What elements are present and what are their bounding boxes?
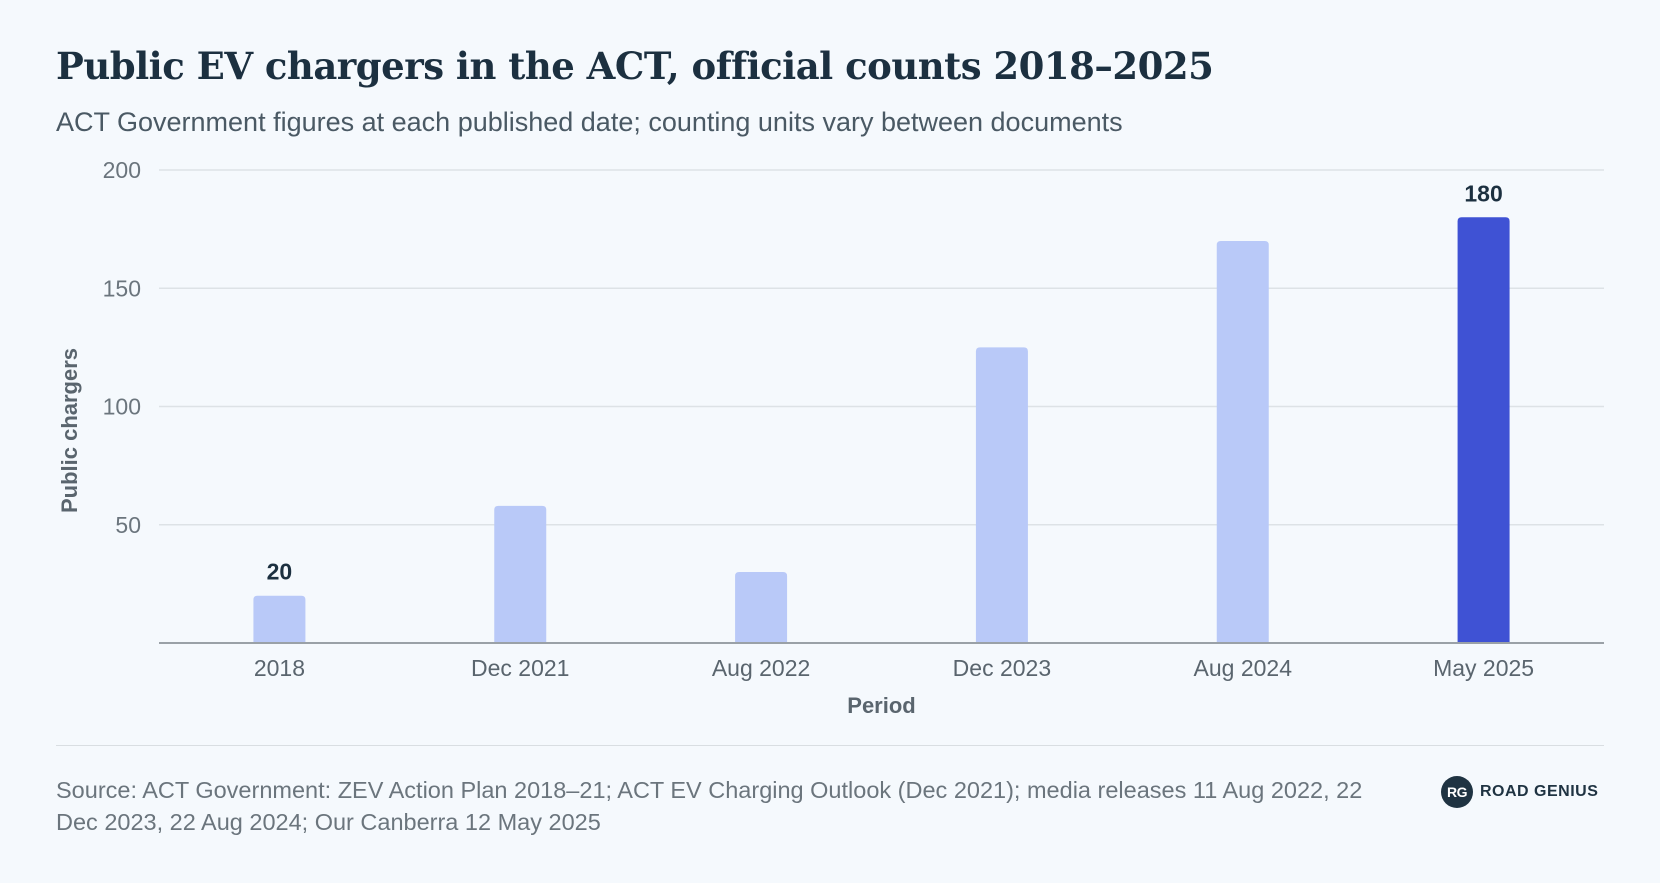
x-tick-label: Aug 2024 [1194, 655, 1293, 681]
x-axis-title: Period [847, 693, 915, 718]
road-genius-logo-icon: RG [1441, 776, 1473, 808]
bar-may-2025 [1457, 217, 1510, 644]
gridlines [159, 169, 1604, 526]
data-label: 180 [1464, 180, 1502, 206]
y-tick-label: 150 [103, 275, 141, 301]
data-labels: 20 180 [267, 180, 1503, 584]
x-tick-label: Aug 2022 [712, 655, 810, 681]
y-tick-label: 200 [103, 157, 141, 183]
x-tick-label: Dec 2023 [953, 655, 1051, 681]
bars [253, 217, 1510, 644]
source-note: Source: ACT Government: ZEV Action Plan … [56, 777, 1363, 835]
x-tick-label: 2018 [254, 655, 305, 681]
x-tick-label: May 2025 [1433, 655, 1534, 681]
bar-dec-2021 [494, 505, 547, 643]
y-tick-label: 100 [103, 394, 141, 420]
y-tick-label: 50 [115, 512, 141, 538]
y-axis-ticks: 50 100 150 200 [103, 157, 141, 538]
bar-aug-2022 [735, 572, 788, 643]
bar-2018 [253, 595, 306, 643]
y-axis-title: Public chargers [57, 348, 82, 513]
brand-logo: RG ROAD GENIUS [1441, 774, 1598, 810]
x-tick-label: Dec 2021 [471, 655, 569, 681]
bar-dec-2023 [975, 347, 1028, 643]
x-axis-ticks: 2018 Dec 2021 Aug 2022 Dec 2023 Aug 2024 May … [254, 655, 1534, 681]
footer-divider [56, 745, 1604, 746]
bar-chart: 50 100 150 200 20 180 2018 Dec 2021 Aug 2022 De… [57, 157, 1604, 718]
data-label: 20 [267, 559, 293, 585]
chart-title: Public EV chargers in the ACT, official … [56, 44, 1214, 88]
brand-name: ROAD GENIUS [1480, 783, 1599, 800]
bar-aug-2024 [1216, 240, 1269, 643]
chart-subtitle: ACT Government figures at each published… [56, 107, 1123, 137]
